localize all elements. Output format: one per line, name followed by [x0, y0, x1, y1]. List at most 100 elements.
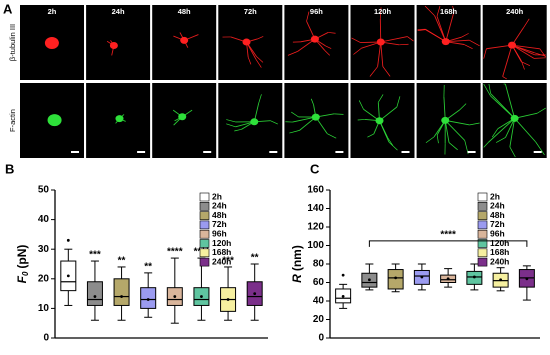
micrograph — [86, 5, 151, 80]
legend-swatch — [477, 229, 488, 239]
legend-swatch — [477, 192, 488, 202]
neurite — [324, 49, 331, 56]
neurite — [483, 48, 487, 59]
neurite — [424, 5, 435, 17]
y-tick-label: 120 — [307, 222, 324, 233]
neurite — [443, 96, 446, 121]
neurite — [377, 41, 382, 67]
neurite — [514, 118, 536, 143]
legend-swatch — [199, 192, 210, 202]
legend-swatch — [199, 202, 210, 211]
panel-label: A — [3, 1, 13, 16]
legend-label: 96h — [490, 228, 505, 238]
y-tick-label: 60 — [313, 277, 325, 288]
row-label: β-tubulin III — [8, 24, 17, 61]
neurite — [509, 146, 516, 158]
neurite — [257, 36, 264, 40]
neurite — [436, 16, 447, 42]
column-label: 2h — [48, 7, 57, 16]
neurite — [226, 119, 236, 123]
neurite — [521, 60, 525, 70]
micrograph — [218, 83, 283, 158]
neurite — [436, 134, 439, 144]
neurite — [461, 33, 469, 38]
neurite — [521, 61, 531, 66]
neurite — [353, 47, 362, 55]
neurite — [452, 5, 455, 13]
scale-bar — [71, 151, 79, 153]
neurite — [380, 36, 408, 43]
neurite — [502, 76, 508, 80]
neurite — [396, 96, 401, 108]
neurite — [255, 59, 262, 68]
neurite — [377, 94, 384, 103]
soma — [376, 38, 385, 46]
neurite — [483, 142, 489, 148]
legend-label: 48h — [212, 210, 227, 220]
mean — [200, 295, 203, 298]
legend-swatch — [477, 248, 488, 258]
neurite — [502, 45, 513, 77]
neurite — [234, 128, 242, 132]
legend-label: 168h — [490, 247, 509, 257]
y-tick-label: 0 — [43, 333, 49, 344]
legend-swatch — [199, 220, 210, 230]
neurite — [310, 98, 314, 105]
mean — [253, 292, 257, 295]
legend-swatch — [199, 239, 210, 248]
neurite — [289, 130, 300, 134]
mean — [367, 278, 371, 282]
neurite — [445, 11, 455, 42]
neurite — [511, 44, 535, 59]
soma — [47, 114, 62, 127]
legend-label: 24h — [212, 201, 227, 211]
y-label-unit: (nm) — [290, 245, 304, 271]
soma — [250, 118, 259, 126]
box — [113, 278, 130, 306]
column-label: 48h — [178, 7, 191, 16]
neurite — [379, 7, 382, 19]
legend-label: 72h — [490, 219, 505, 229]
soma — [178, 113, 187, 121]
neurite — [464, 44, 473, 49]
panel-label: C — [310, 161, 320, 176]
neurite — [535, 141, 545, 156]
y-label-sub: 0 — [21, 271, 30, 276]
mean — [93, 295, 97, 298]
neurite — [483, 83, 491, 97]
neurite — [469, 39, 480, 47]
neurite — [270, 120, 278, 125]
neurite — [256, 56, 264, 63]
neurite — [425, 136, 435, 144]
significance: *** — [89, 250, 101, 261]
neurite — [495, 137, 506, 143]
neurite — [334, 113, 344, 115]
neurite — [247, 57, 252, 65]
mean — [420, 275, 424, 279]
neurite — [417, 29, 426, 31]
neurite — [369, 66, 378, 77]
neurite — [488, 118, 515, 143]
legend-label: 240h — [212, 256, 231, 266]
y-tick-label: 10 — [38, 303, 50, 314]
column-label: 72h — [244, 7, 257, 16]
neurite — [357, 119, 365, 121]
neurite — [490, 95, 515, 119]
mean — [146, 298, 150, 301]
mean — [499, 278, 503, 282]
neurite — [486, 44, 513, 50]
soma — [242, 38, 251, 46]
y-axis-label: F0 (pN) — [15, 245, 30, 284]
y-tick-label: 40 — [313, 296, 325, 307]
neurite — [534, 52, 546, 57]
legend-label: 120h — [212, 238, 231, 248]
neurite — [292, 116, 316, 123]
neurite — [464, 140, 469, 155]
neurite — [306, 11, 310, 22]
legend-label: 2h — [490, 191, 500, 201]
soma — [44, 36, 59, 49]
y-tick-label: 50 — [38, 185, 50, 196]
soma — [109, 42, 118, 50]
mean — [525, 277, 529, 281]
mean — [394, 276, 398, 280]
